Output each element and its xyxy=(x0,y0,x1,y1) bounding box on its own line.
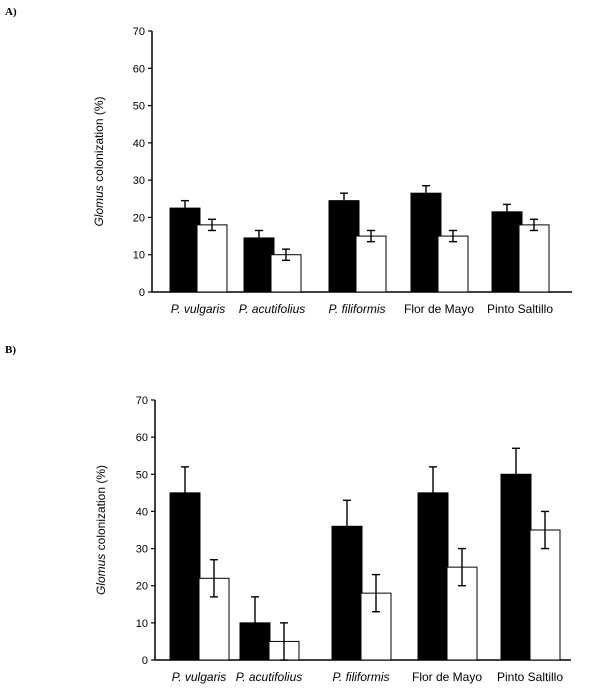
category-label: Flor de Mayo xyxy=(404,302,474,316)
bar-filled xyxy=(169,207,201,293)
y-tick-label: 0 xyxy=(139,287,145,299)
category-label: P. filiformis xyxy=(332,670,389,684)
y-axis-title-italic: Glomus xyxy=(94,554,108,595)
panel-b: B) 0 10 20 30 40 50 60 70 Glomus colonization (%)… xyxy=(5,344,571,684)
y-tick-label: 50 xyxy=(136,469,148,481)
bar-filled xyxy=(491,211,523,293)
y-tick-label: 10 xyxy=(136,618,148,630)
y-axis-title-rest: colonization (%) xyxy=(94,465,108,554)
y-tick-label: 50 xyxy=(133,101,145,113)
category-label: Pinto Saltillo xyxy=(497,670,563,684)
y-tick-label: 40 xyxy=(136,506,148,518)
y-tick-label: 30 xyxy=(136,544,148,556)
y-axis-title: Glomus colonization (%) xyxy=(94,465,108,595)
panel-label: A) xyxy=(5,6,17,18)
y-axis-title: Glomus colonization (%) xyxy=(92,96,106,226)
panel-a: A) 0 10 20 30 40 50 60 70 Glomus colonization (%)… xyxy=(5,6,572,316)
category-label: P. vulgaris xyxy=(171,302,225,316)
bar-filled xyxy=(417,492,449,661)
bar-filled xyxy=(328,200,360,293)
bar-open xyxy=(355,235,387,293)
y-tick-label: 60 xyxy=(133,63,145,75)
bar-open xyxy=(196,224,228,293)
bar-open xyxy=(518,224,550,293)
y-tick-label: 20 xyxy=(133,212,145,224)
category-label: P. acutifolius xyxy=(239,302,306,316)
y-tick-label: 20 xyxy=(136,581,148,593)
bar-filled xyxy=(243,237,275,293)
y-tick-label: 60 xyxy=(136,432,148,444)
category-label: P. vulgaris xyxy=(172,670,226,684)
bar-open xyxy=(529,529,561,661)
category-label: Flor de Mayo xyxy=(412,670,482,684)
category-label: Pinto Saltillo xyxy=(487,302,553,316)
category-label: P. filiformis xyxy=(328,302,385,316)
bar-filled xyxy=(169,492,201,661)
category-label: P. acutifolius xyxy=(236,670,303,684)
bar-open xyxy=(437,235,469,293)
y-tick-label: 0 xyxy=(142,655,148,667)
y-tick-label: 30 xyxy=(133,175,145,187)
bar-filled xyxy=(500,473,532,661)
y-tick-label: 40 xyxy=(133,138,145,150)
y-axis-title-italic: Glomus xyxy=(92,185,106,226)
y-tick-label: 70 xyxy=(136,395,148,407)
bar-filled xyxy=(410,192,442,293)
y-tick-label: 10 xyxy=(133,250,145,262)
y-axis-title-rest: colonization (%) xyxy=(92,96,106,185)
panel-label: B) xyxy=(5,344,16,356)
y-tick-label: 70 xyxy=(133,26,145,38)
